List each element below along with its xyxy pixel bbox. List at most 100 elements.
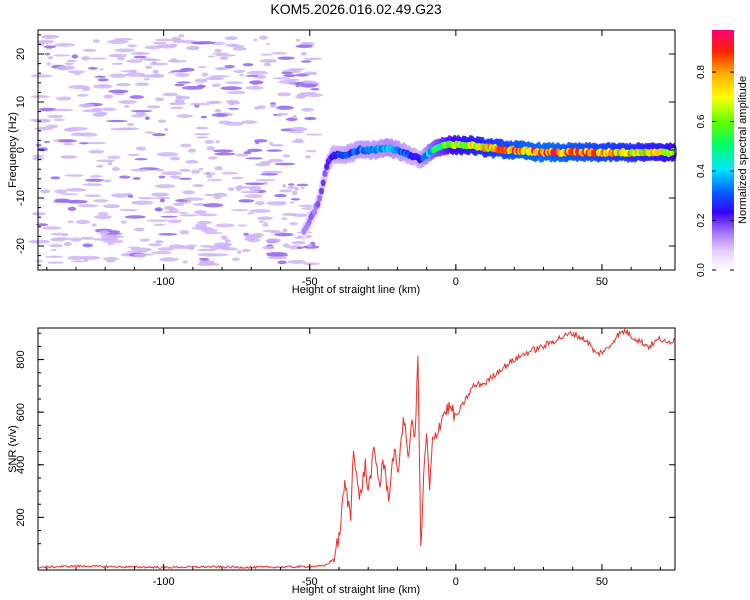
snr-x-label: Height of straight line (km): [292, 584, 420, 596]
noise-blob: [87, 67, 98, 70]
colorbar-tick-label: 0.2: [696, 213, 707, 227]
noise-blob: [119, 208, 139, 212]
noise-blob: [262, 245, 275, 250]
noise-blob: [146, 219, 169, 222]
noise-blob: [241, 120, 258, 124]
noise-blob: [236, 249, 242, 255]
noise-blob: [287, 185, 296, 190]
noise-blob: [305, 149, 317, 153]
noise-blob: [159, 198, 166, 203]
noise-blob: [215, 140, 220, 144]
noise-blob: [157, 247, 174, 251]
noise-blob: [134, 158, 148, 161]
noise-blob: [134, 253, 155, 256]
noise-blob: [174, 83, 185, 87]
noise-blob: [78, 142, 89, 145]
snr-y-axis: 200 400 600 800: [15, 332, 675, 545]
noise-blob: [93, 84, 113, 89]
noise-blob: [118, 99, 137, 104]
noise-blob: [197, 253, 218, 257]
noise-blob: [127, 44, 138, 48]
noise-blob: [163, 205, 175, 211]
noise-blob: [194, 41, 216, 45]
noise-blob: [127, 153, 141, 157]
noise-blob: [266, 255, 288, 260]
noise-blob: [302, 80, 309, 85]
noise-blob: [194, 210, 207, 215]
noise-blob: [249, 80, 264, 85]
noise-blob: [108, 89, 129, 94]
noise-blob: [300, 186, 305, 190]
noise-blob: [64, 174, 85, 177]
noise-blob: [82, 109, 103, 113]
noise-blob: [197, 66, 207, 69]
spectrogram-x-axis: -100 -50 0 50: [46, 30, 661, 288]
noise-blob: [56, 65, 76, 70]
ridge-cell: [322, 170, 328, 178]
noise-blob: [200, 115, 208, 119]
noise-blob: [289, 222, 298, 226]
noise-blob: [176, 81, 191, 84]
noise-blob: [292, 114, 298, 119]
noise-blob: [219, 56, 229, 60]
noise-blob: [120, 70, 138, 73]
noise-blob: [254, 201, 265, 206]
noise-blob: [156, 44, 177, 49]
colorbar-ticks: 0.0 0.2 0.4 0.6 0.8: [696, 65, 734, 277]
noise-blob: [58, 139, 77, 143]
noise-blob: [170, 102, 175, 106]
noise-blob: [243, 232, 250, 236]
noise-blob: [281, 212, 298, 216]
noise-blob: [80, 236, 94, 240]
noise-blob: [124, 215, 146, 219]
noise-blob: [249, 209, 271, 213]
noise-blob: [214, 48, 222, 53]
noise-blob: [203, 172, 216, 176]
noise-blob: [154, 207, 161, 211]
noise-blob: [158, 175, 166, 179]
noise-blob: [53, 54, 71, 57]
noise-blob: [207, 156, 218, 160]
noise-blob: [270, 143, 284, 147]
noise-blob: [154, 38, 175, 42]
noise-blob: [97, 211, 109, 216]
noise-blob: [133, 55, 147, 59]
noise-blob: [45, 36, 52, 39]
noise-blob: [195, 136, 209, 139]
noise-blob: [88, 57, 107, 60]
noise-blob: [296, 183, 309, 187]
noise-blob: [169, 175, 181, 179]
noise-blob: [85, 178, 105, 182]
noise-blob: [295, 83, 301, 88]
noise-blob: [175, 95, 183, 100]
noise-blob: [41, 226, 62, 230]
noise-blob: [111, 62, 124, 66]
noise-blob: [105, 260, 116, 263]
noise-blob: [282, 154, 291, 158]
noise-blob: [266, 201, 287, 206]
noise-blob: [195, 126, 209, 130]
noise-blob: [226, 90, 247, 95]
noise-blob: [151, 133, 167, 137]
noise-blob: [263, 222, 268, 225]
noise-blob: [155, 168, 165, 172]
noise-blob: [160, 215, 178, 218]
noise-blob: [172, 202, 185, 206]
snr-x-axis: -100 -50 0 50: [46, 328, 661, 588]
noise-blob: [125, 72, 146, 77]
noise-blob: [302, 262, 321, 266]
noise-blob: [159, 257, 179, 262]
noise-blob: [214, 108, 222, 113]
x-tick-label: 0: [453, 276, 459, 288]
noise-blob: [175, 99, 185, 104]
noise-blob: [244, 237, 256, 241]
noise-blob: [225, 81, 243, 85]
noise-blob: [49, 244, 64, 248]
noise-blob: [207, 55, 216, 58]
noise-blob: [277, 56, 295, 60]
noise-blob: [96, 159, 115, 163]
noise-blob: [263, 62, 272, 67]
noise-blob: [206, 174, 213, 179]
noise-blob: [278, 189, 285, 192]
noise-blob: [61, 156, 77, 159]
